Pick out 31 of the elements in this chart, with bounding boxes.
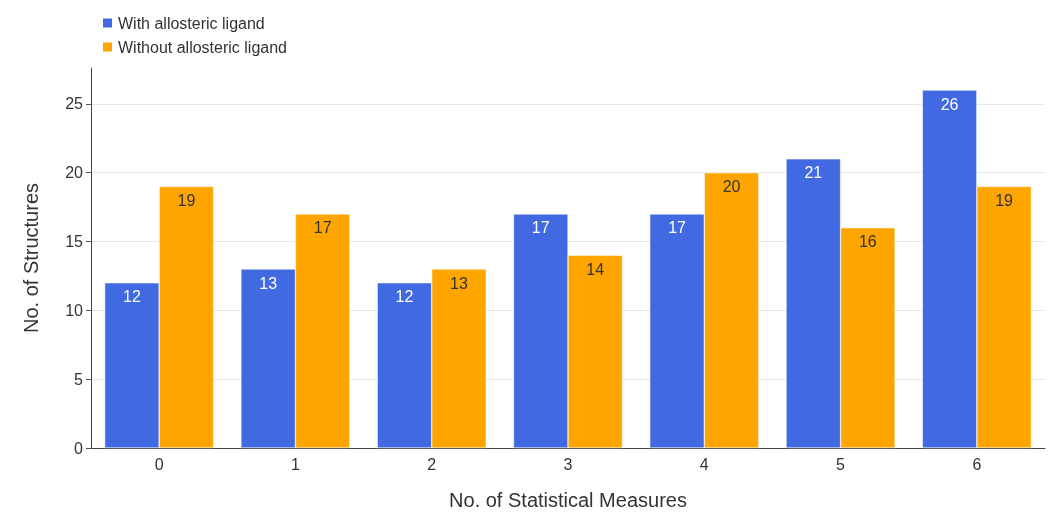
y-tick-label: 5 — [74, 370, 84, 388]
y-tick-label: 25 — [65, 95, 84, 113]
x-tick-label: 3 — [563, 455, 573, 473]
data-label: 19 — [177, 191, 196, 209]
data-label: 26 — [940, 95, 959, 113]
x-tick-label: 6 — [972, 455, 982, 473]
data-label: 19 — [995, 191, 1014, 209]
data-label: 12 — [122, 288, 141, 306]
legend-label: With allosteric ligand — [118, 14, 265, 32]
data-label: 13 — [259, 274, 278, 292]
data-label: 17 — [313, 219, 332, 237]
data-label: 21 — [804, 164, 823, 182]
x-tick-label: 2 — [427, 455, 437, 473]
data-label: 20 — [722, 178, 741, 196]
data-label: 13 — [450, 274, 468, 292]
x-tick-label: 4 — [699, 455, 709, 473]
x-tick-label: 0 — [154, 455, 164, 473]
data-label: 14 — [586, 260, 605, 278]
y-tick-label: 20 — [65, 164, 84, 182]
y-tick-label: 15 — [65, 232, 84, 250]
data-label: 12 — [395, 288, 414, 306]
x-axis-title: No. of Statistical Measures — [449, 489, 687, 511]
x-tick-label: 1 — [290, 455, 300, 473]
legend-label: Without allosteric ligand — [118, 38, 287, 56]
x-tick-label: 5 — [836, 455, 846, 473]
y-tick-label: 0 — [74, 439, 84, 457]
data-label: 17 — [531, 219, 550, 237]
y-axis-title: No. of Structures — [20, 182, 42, 334]
y-tick-label: 10 — [65, 301, 84, 319]
data-label: 16 — [858, 233, 877, 251]
data-label: 17 — [668, 219, 687, 237]
